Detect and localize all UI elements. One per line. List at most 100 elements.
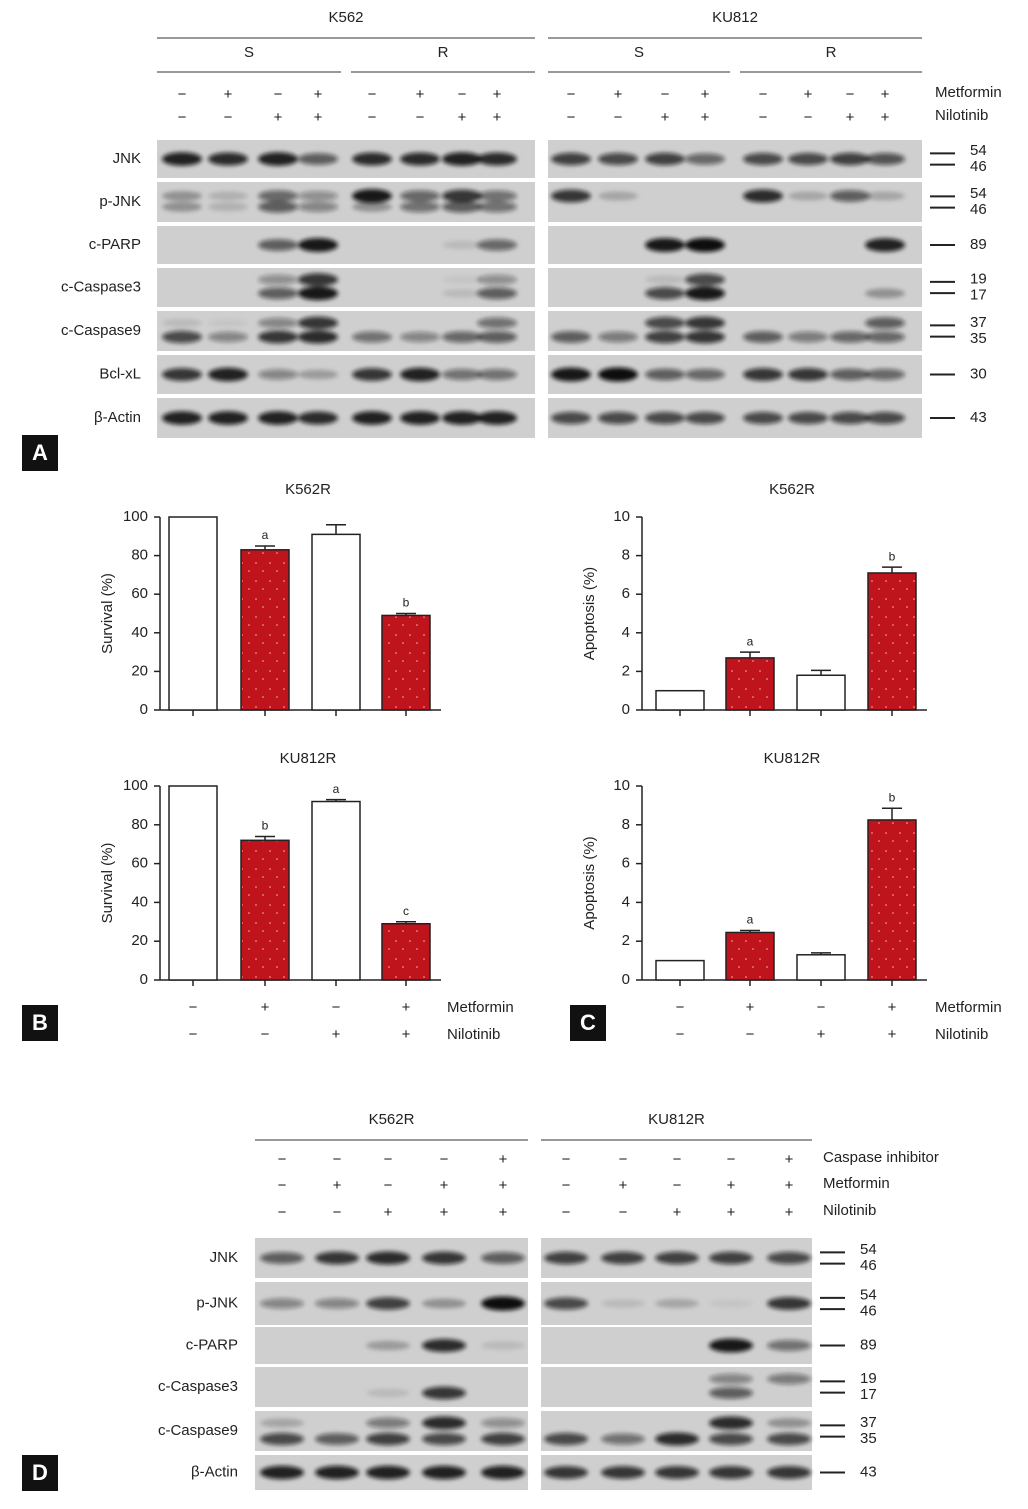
treatment-sign: + bbox=[785, 1151, 794, 1168]
treatment-sign: + bbox=[804, 86, 813, 103]
group-title: K562R bbox=[369, 1111, 415, 1128]
error-bar bbox=[740, 651, 760, 658]
marker-size: 54 bbox=[860, 1286, 877, 1303]
blot-bands bbox=[645, 238, 905, 252]
blot-bands bbox=[645, 273, 905, 301]
bar-texture bbox=[383, 924, 429, 979]
treatment-sign: + bbox=[746, 999, 755, 1016]
band bbox=[260, 1252, 304, 1264]
band bbox=[366, 1297, 410, 1310]
bar bbox=[655, 689, 705, 711]
bar-texture bbox=[869, 820, 915, 979]
band bbox=[767, 1466, 811, 1479]
band bbox=[260, 1418, 304, 1428]
band bbox=[865, 238, 905, 252]
bar-texture bbox=[727, 658, 773, 709]
band bbox=[645, 152, 685, 166]
marker-size: 35 bbox=[860, 1430, 877, 1447]
subgroup-title: R bbox=[438, 44, 449, 61]
blot-label: c-Caspase9 bbox=[158, 1422, 238, 1439]
treatment-sign: − bbox=[746, 1026, 755, 1043]
band bbox=[315, 1298, 359, 1309]
band bbox=[366, 1465, 410, 1480]
treatment-sign: − bbox=[178, 109, 187, 126]
y-tick-label: 60 bbox=[131, 585, 148, 602]
treatment-sign: + bbox=[727, 1177, 736, 1194]
band bbox=[352, 189, 392, 203]
band bbox=[477, 190, 517, 202]
blot-bands bbox=[551, 411, 905, 425]
blot-label: JNK bbox=[113, 150, 141, 167]
band bbox=[685, 316, 725, 330]
band bbox=[601, 1466, 645, 1479]
band bbox=[298, 238, 338, 252]
blot-label: c-Caspase3 bbox=[158, 1378, 238, 1395]
band bbox=[645, 238, 685, 252]
band bbox=[709, 1299, 753, 1308]
band bbox=[598, 152, 638, 166]
treatment-sign: − bbox=[368, 86, 377, 103]
band bbox=[422, 1432, 466, 1446]
error-bar bbox=[811, 669, 831, 676]
blot-bands bbox=[260, 1296, 525, 1311]
band bbox=[743, 189, 783, 203]
blot-bands bbox=[162, 411, 517, 425]
panel-label-box bbox=[22, 1005, 58, 1041]
bar bbox=[311, 533, 361, 711]
significance-letter: b bbox=[403, 596, 410, 610]
panel-label: B bbox=[32, 1010, 48, 1035]
band bbox=[477, 369, 517, 380]
treatment-sign: − bbox=[416, 109, 425, 126]
band bbox=[477, 317, 517, 329]
blot-strip bbox=[548, 311, 922, 351]
y-tick-label: 60 bbox=[131, 855, 148, 872]
treatment-sign: + bbox=[440, 1204, 449, 1221]
band bbox=[601, 1251, 645, 1265]
y-tick-label: 6 bbox=[622, 855, 630, 872]
band bbox=[655, 1466, 699, 1479]
significance-letter: a bbox=[747, 634, 754, 648]
band bbox=[352, 152, 392, 166]
bar-texture bbox=[869, 573, 915, 709]
band bbox=[767, 1340, 811, 1351]
treatment-sign: + bbox=[701, 86, 710, 103]
band bbox=[743, 152, 783, 166]
band bbox=[685, 286, 725, 301]
blot-bands bbox=[544, 1251, 811, 1265]
band bbox=[685, 153, 725, 165]
treatment-sign: + bbox=[440, 1177, 449, 1194]
marker-size: 19 bbox=[860, 1370, 877, 1387]
treatment-sign: − bbox=[759, 86, 768, 103]
blot-bands bbox=[709, 1338, 811, 1353]
band bbox=[481, 1252, 525, 1264]
marker-size: 30 bbox=[970, 365, 987, 382]
band bbox=[685, 368, 725, 381]
treatment-sign: + bbox=[416, 86, 425, 103]
band bbox=[830, 331, 870, 343]
blot-bands bbox=[709, 1373, 811, 1399]
band bbox=[477, 411, 517, 425]
y-tick-label: 0 bbox=[140, 971, 148, 988]
band bbox=[208, 331, 248, 343]
treatment-sign: + bbox=[332, 1026, 341, 1043]
bar-texture bbox=[383, 616, 429, 709]
band bbox=[208, 367, 248, 382]
marker-size: 19 bbox=[970, 270, 987, 287]
band bbox=[865, 331, 905, 343]
group-title: KU812 bbox=[712, 9, 758, 26]
band bbox=[788, 331, 828, 343]
band bbox=[645, 330, 685, 344]
band bbox=[645, 368, 685, 381]
y-tick-label: 0 bbox=[622, 701, 630, 718]
treatment-sign: − bbox=[562, 1151, 571, 1168]
bar bbox=[311, 800, 361, 981]
treatment-sign: + bbox=[817, 1026, 826, 1043]
band bbox=[685, 273, 725, 286]
treatment-name: Metformin bbox=[935, 84, 1002, 101]
treatment-sign: + bbox=[888, 1026, 897, 1043]
band bbox=[258, 239, 298, 251]
treatment-sign: − bbox=[619, 1204, 628, 1221]
significance-letter: b bbox=[262, 819, 269, 833]
y-tick-label: 8 bbox=[622, 547, 630, 564]
y-tick-label: 80 bbox=[131, 547, 148, 564]
